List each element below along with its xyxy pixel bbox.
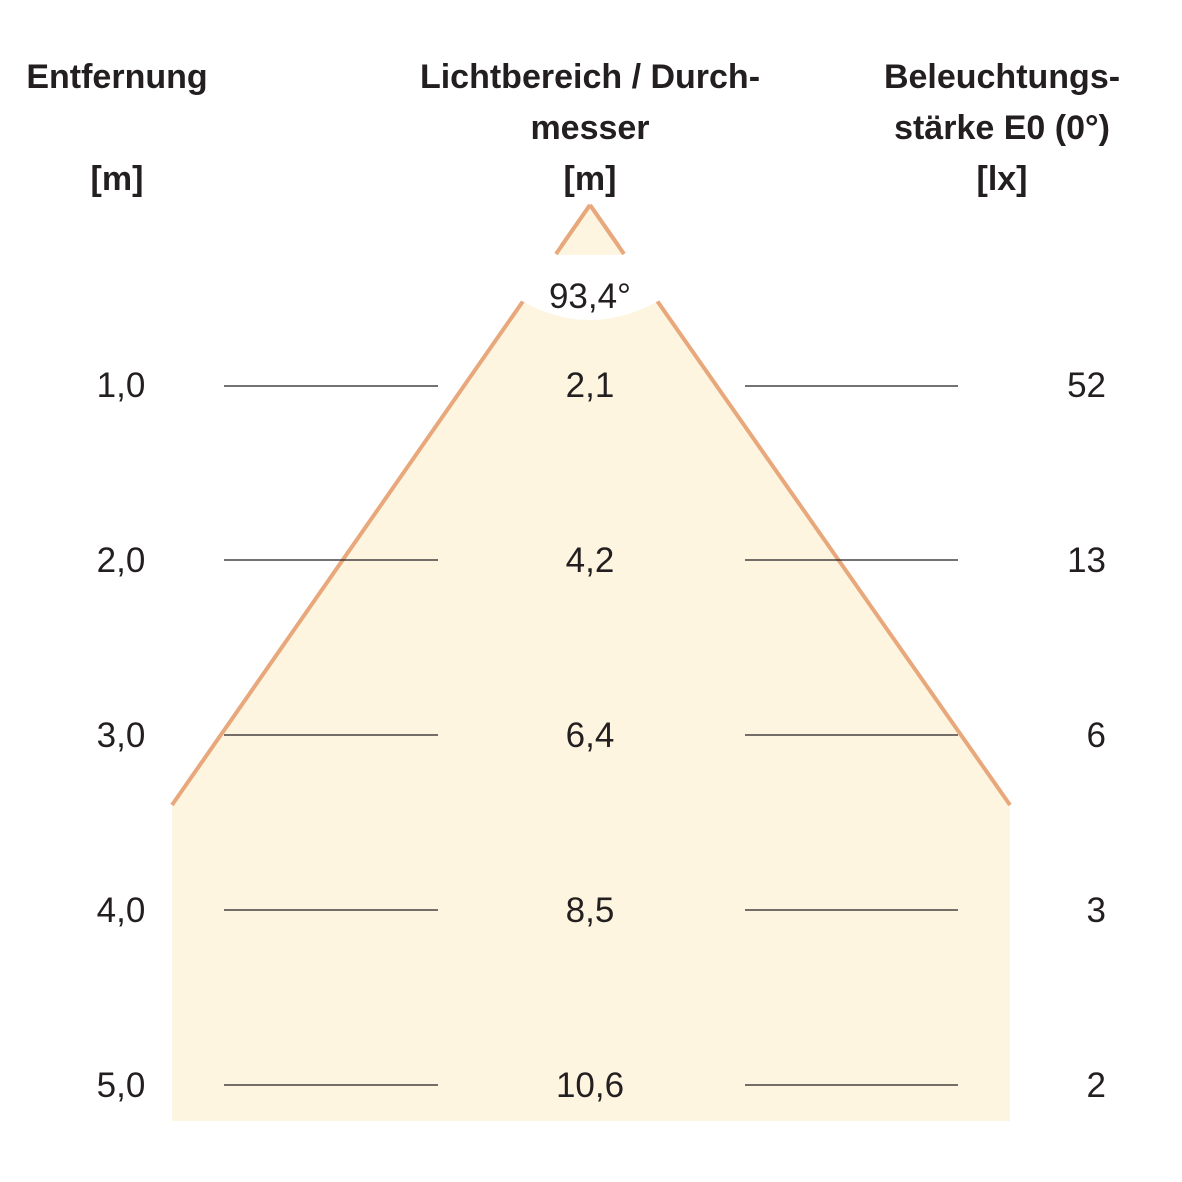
header-illuminance: Beleuchtungs- [884,58,1120,96]
distance-value: 5,0 [97,1066,146,1105]
diameter-value: 6,4 [566,716,615,755]
header-distance: Entfernung [26,58,207,96]
header-distance-unit: [m] [91,160,144,198]
header-diameter: Lichtbereich / Durch- [420,58,760,96]
distance-value: 1,0 [97,366,146,405]
row: 5,0 10,6 2 [97,1066,1106,1105]
header-diameter-line2: messer [530,109,649,147]
beam-angle-label: 93,4° [549,277,631,316]
illuminance-value: 13 [1067,541,1106,580]
header-illuminance-line2: stärke E0 (0°) [894,109,1110,147]
row: 4,0 8,5 3 [97,891,1106,930]
distance-value: 4,0 [97,891,146,930]
illuminance-value: 52 [1067,366,1106,405]
illuminance-value: 2 [1087,1066,1106,1105]
illuminance-value: 6 [1087,716,1106,755]
distance-value: 2,0 [97,541,146,580]
apex-cap [556,205,624,255]
diameter-value: 8,5 [566,891,615,930]
diameter-value: 2,1 [566,366,615,405]
cone-edge-right [588,203,1012,807]
row: 3,0 6,4 6 [97,716,1106,755]
distance-value: 3,0 [97,716,146,755]
beam-angle-arc [505,245,675,320]
cone-edge-left [170,203,592,807]
header-illuminance-unit: [lx] [977,160,1028,198]
illuminance-value: 3 [1087,891,1106,930]
diameter-value: 10,6 [556,1066,624,1105]
row: 2,0 4,2 13 [97,541,1106,580]
row: 1,0 2,1 52 [97,366,1106,405]
header-diameter-unit: [m] [564,160,617,198]
light-cone-area [172,205,1010,1121]
diameter-value: 4,2 [566,541,615,580]
